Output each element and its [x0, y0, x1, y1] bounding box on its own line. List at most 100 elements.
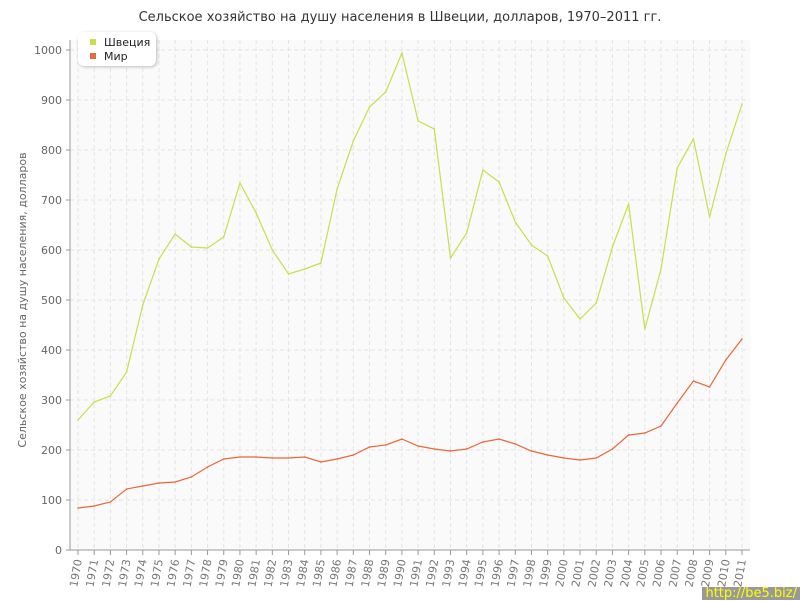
x-tick-label: 1973 [116, 558, 134, 588]
data-point [644, 432, 646, 434]
y-axis-label: Сельское хозяйство на душу населения, до… [16, 152, 29, 447]
x-tick-label: 1987 [343, 558, 361, 588]
data-point [206, 247, 209, 249]
data-point [660, 268, 662, 270]
x-tick-label: 1972 [100, 558, 118, 588]
x-tick-label: 2005 [634, 558, 652, 588]
data-point [449, 450, 452, 452]
data-point [125, 371, 128, 373]
data-point [271, 457, 274, 459]
x-tick-label: 1981 [245, 558, 263, 588]
x-tick-label: 1989 [375, 558, 393, 588]
data-point [708, 386, 711, 388]
data-point [320, 262, 322, 264]
data-point [579, 459, 581, 461]
x-tick-label: 1997 [505, 558, 523, 588]
data-point [579, 318, 581, 320]
data-point [741, 103, 743, 105]
data-point [158, 482, 160, 484]
data-point [725, 359, 727, 361]
legend-item-sweden[interactable]: Швеция [90, 36, 150, 50]
y-tick-label: 100 [41, 494, 62, 507]
data-point [384, 91, 387, 93]
data-point [692, 380, 695, 382]
data-point [239, 456, 241, 458]
plot-area [70, 40, 750, 550]
y-tick-label: 1000 [34, 44, 62, 57]
x-tick-label: 2004 [618, 558, 636, 588]
x-tick-label: 1971 [83, 558, 101, 588]
y-tick-label: 700 [41, 194, 62, 207]
x-tick-label: 1975 [148, 558, 166, 588]
data-point [563, 297, 565, 299]
data-point [676, 167, 679, 169]
data-point [352, 140, 355, 142]
data-point [563, 457, 565, 459]
data-point [708, 216, 711, 218]
data-point [741, 338, 743, 340]
x-tick-label: 2001 [569, 558, 587, 588]
x-tick-label: 2011 [731, 558, 749, 588]
y-tick-label: 300 [41, 394, 62, 407]
data-point [255, 212, 257, 214]
x-tick-label: 1974 [132, 558, 150, 588]
data-point [320, 461, 322, 463]
data-point [93, 401, 95, 403]
data-point [627, 203, 630, 205]
x-tick-label: 1970 [67, 558, 85, 588]
x-tick-label: 1980 [229, 558, 247, 588]
data-point [546, 454, 549, 456]
data-point [417, 120, 419, 122]
x-tick-label: 2006 [650, 558, 668, 588]
data-point [255, 456, 257, 458]
data-point [206, 466, 209, 468]
watermark[interactable]: http://be5.biz/ [702, 587, 800, 600]
data-point [109, 395, 112, 397]
x-tick-label: 1994 [456, 558, 474, 588]
x-tick-label: 1983 [278, 558, 296, 588]
data-point [125, 488, 128, 490]
data-point [336, 188, 338, 190]
data-point [384, 444, 387, 446]
x-tick-label: 1986 [326, 558, 344, 588]
data-point [465, 448, 468, 450]
x-tick-label: 2009 [699, 558, 717, 588]
legend-label: Мир [104, 50, 128, 63]
data-point [158, 258, 160, 260]
data-point [174, 233, 176, 235]
x-tick-label: 1977 [181, 558, 199, 588]
x-tick-label: 1998 [521, 558, 539, 588]
data-point [368, 446, 371, 448]
data-point [530, 244, 533, 246]
data-point [433, 448, 436, 450]
x-tick-label: 1979 [213, 558, 231, 588]
data-point [303, 268, 306, 270]
x-tick-label: 2008 [683, 558, 701, 588]
data-point [725, 153, 727, 155]
y-tick-label: 500 [41, 294, 62, 307]
x-tick-label: 2000 [553, 558, 571, 588]
data-point [498, 438, 500, 440]
data-point [546, 255, 549, 257]
data-point [190, 476, 193, 478]
legend-item-world[interactable]: Мир [90, 50, 128, 64]
x-tick-label: 1992 [424, 558, 442, 588]
data-point [401, 52, 403, 54]
x-tick-label: 1984 [294, 558, 312, 588]
data-point [368, 106, 371, 108]
data-point [692, 138, 695, 140]
data-point [530, 450, 533, 452]
chart-title: Сельское хозяйство на душу населения в Ш… [138, 10, 662, 25]
data-point [401, 438, 403, 440]
x-tick-label: 1985 [310, 558, 328, 588]
data-point [514, 221, 517, 223]
data-point [611, 448, 614, 450]
data-point [660, 425, 662, 427]
x-tick-label: 1999 [537, 558, 555, 588]
y-tick-label: 600 [41, 244, 62, 257]
data-point [303, 456, 306, 458]
x-tick-label: 1982 [262, 558, 280, 588]
data-point [287, 273, 290, 275]
x-tick-label: 2002 [586, 558, 604, 588]
data-point [433, 128, 436, 130]
